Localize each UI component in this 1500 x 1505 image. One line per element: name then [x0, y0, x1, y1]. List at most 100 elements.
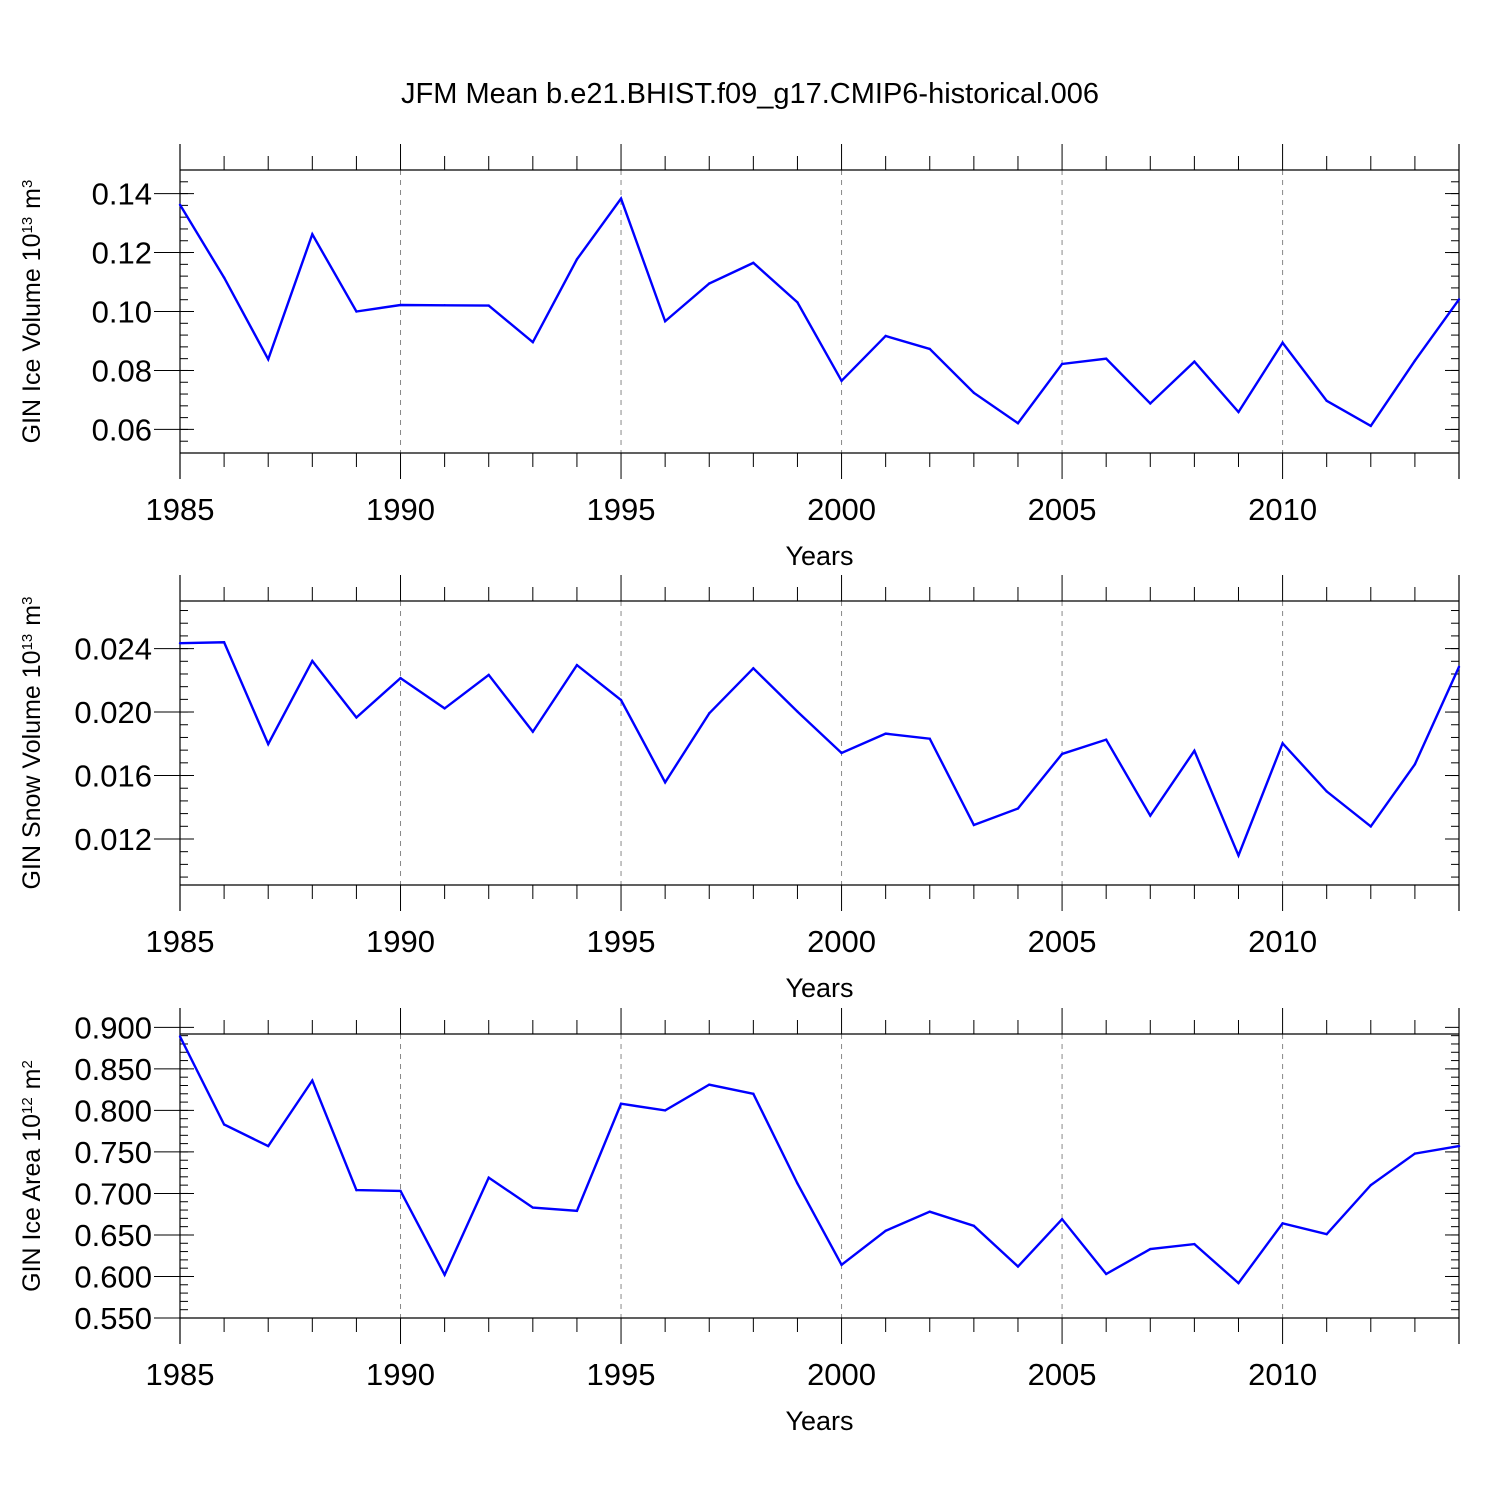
data-point [884, 732, 887, 735]
y-label-unit: m [18, 605, 46, 626]
y-label-text: GIN Snow Volume 10 [18, 650, 46, 889]
y-tick-label: 0.08 [92, 353, 152, 388]
x-tick-label: 2000 [807, 1357, 876, 1392]
data-point [267, 1144, 270, 1148]
x-tick-label: 1995 [587, 1357, 656, 1392]
series-line [179, 641, 1461, 859]
data-point [1281, 1222, 1284, 1225]
data-point [1325, 790, 1328, 793]
data-point [928, 347, 931, 351]
data-point [972, 391, 976, 395]
data-point [1104, 738, 1108, 741]
data-point [355, 1188, 358, 1192]
data-point [972, 1224, 976, 1228]
data-point [708, 1083, 711, 1086]
data-point [1325, 1232, 1328, 1236]
data-point [1193, 360, 1196, 363]
data-point [1457, 665, 1461, 669]
data-point [752, 261, 755, 265]
data-point [1237, 1281, 1240, 1285]
data-point [531, 1206, 535, 1209]
data-point [752, 667, 755, 670]
data-point [663, 1109, 667, 1112]
data-point [1016, 422, 1020, 425]
data-point [928, 737, 931, 740]
x-tick-label: 1995 [587, 924, 656, 959]
data-point [311, 1079, 314, 1082]
data-point [619, 1102, 623, 1105]
chart-panel-3: 0.550 0.600 0.650 0.700 0.750 0.800 0.850 0.900… [18, 1008, 1461, 1436]
data-point [1457, 298, 1461, 301]
series-line [178, 196, 1460, 428]
data-point [575, 1209, 579, 1213]
data-point [1016, 807, 1020, 810]
data-point [1193, 1242, 1196, 1246]
data-point [399, 676, 402, 680]
data-point [796, 301, 799, 304]
y-tick-label: 0.14 [92, 177, 152, 212]
data-point [1369, 825, 1372, 828]
y-tick-label: 0.800 [74, 1093, 152, 1128]
x-tick-label: 1990 [366, 1357, 435, 1392]
data-point [1104, 1272, 1108, 1276]
data-point [487, 1176, 490, 1179]
y-tick-label: 0.10 [92, 295, 152, 330]
data-point [663, 781, 667, 784]
y-label-exponent: 13 [19, 217, 36, 234]
x-tick-label: 1985 [146, 1357, 215, 1392]
data-point [1060, 1217, 1064, 1221]
data-point [1325, 399, 1328, 403]
data-point [884, 1229, 887, 1233]
x-tick-label: 2000 [807, 492, 876, 527]
y-axis-label: GIN Snow Volume 1013 m3 [18, 597, 46, 890]
data-point [531, 340, 535, 344]
data-point [355, 716, 358, 719]
y-label-text: GIN Ice Volume 10 [18, 234, 46, 444]
y-tick-label: 0.012 [74, 822, 152, 857]
data-point [1457, 1144, 1461, 1148]
x-tick-label: 1990 [366, 924, 435, 959]
data-point [1193, 749, 1196, 752]
data-point [267, 358, 270, 361]
data-point [222, 641, 226, 644]
data-point [619, 197, 623, 200]
x-tick-label: 1995 [587, 492, 656, 527]
y-label-unit-exponent: 3 [19, 180, 36, 188]
data-point [796, 710, 799, 713]
x-axis-label: Years [785, 541, 853, 571]
data-point [1281, 341, 1284, 344]
data-point [1060, 752, 1064, 756]
data-point [1149, 402, 1152, 405]
y-label-exponent: 12 [19, 1097, 36, 1114]
y-tick-label: 0.900 [74, 1010, 152, 1045]
y-tick-label: 0.600 [74, 1259, 152, 1294]
y-tick-label: 0.650 [74, 1218, 152, 1253]
x-axis-label: Years [785, 973, 853, 1003]
data-point [222, 276, 226, 279]
data-point [531, 730, 535, 733]
chart-panel-2: 0.012 0.016 0.020 0.024 1985 1990 1995 2000 2005… [18, 575, 1461, 1003]
data-point [443, 304, 446, 307]
data-point [708, 712, 711, 715]
x-axis-label: Years [785, 1406, 853, 1436]
data-point [178, 203, 182, 206]
data-point [575, 258, 579, 261]
data-point [355, 310, 358, 313]
data-point [840, 751, 843, 755]
data-point [399, 1189, 402, 1193]
data-point [663, 320, 667, 323]
y-tick-label: 0.020 [74, 695, 152, 730]
x-tick-label: 1985 [146, 924, 215, 959]
y-tick-label: 0.016 [74, 759, 152, 794]
data-point [1016, 1265, 1020, 1268]
y-label-unit: m [18, 1068, 46, 1089]
data-point [1413, 359, 1417, 362]
data-point [972, 823, 976, 827]
y-tick-label: 0.750 [74, 1135, 152, 1170]
data-point [1149, 1247, 1152, 1251]
data-point [487, 673, 490, 677]
data-point [443, 1273, 446, 1277]
x-tick-label: 2010 [1248, 924, 1317, 959]
